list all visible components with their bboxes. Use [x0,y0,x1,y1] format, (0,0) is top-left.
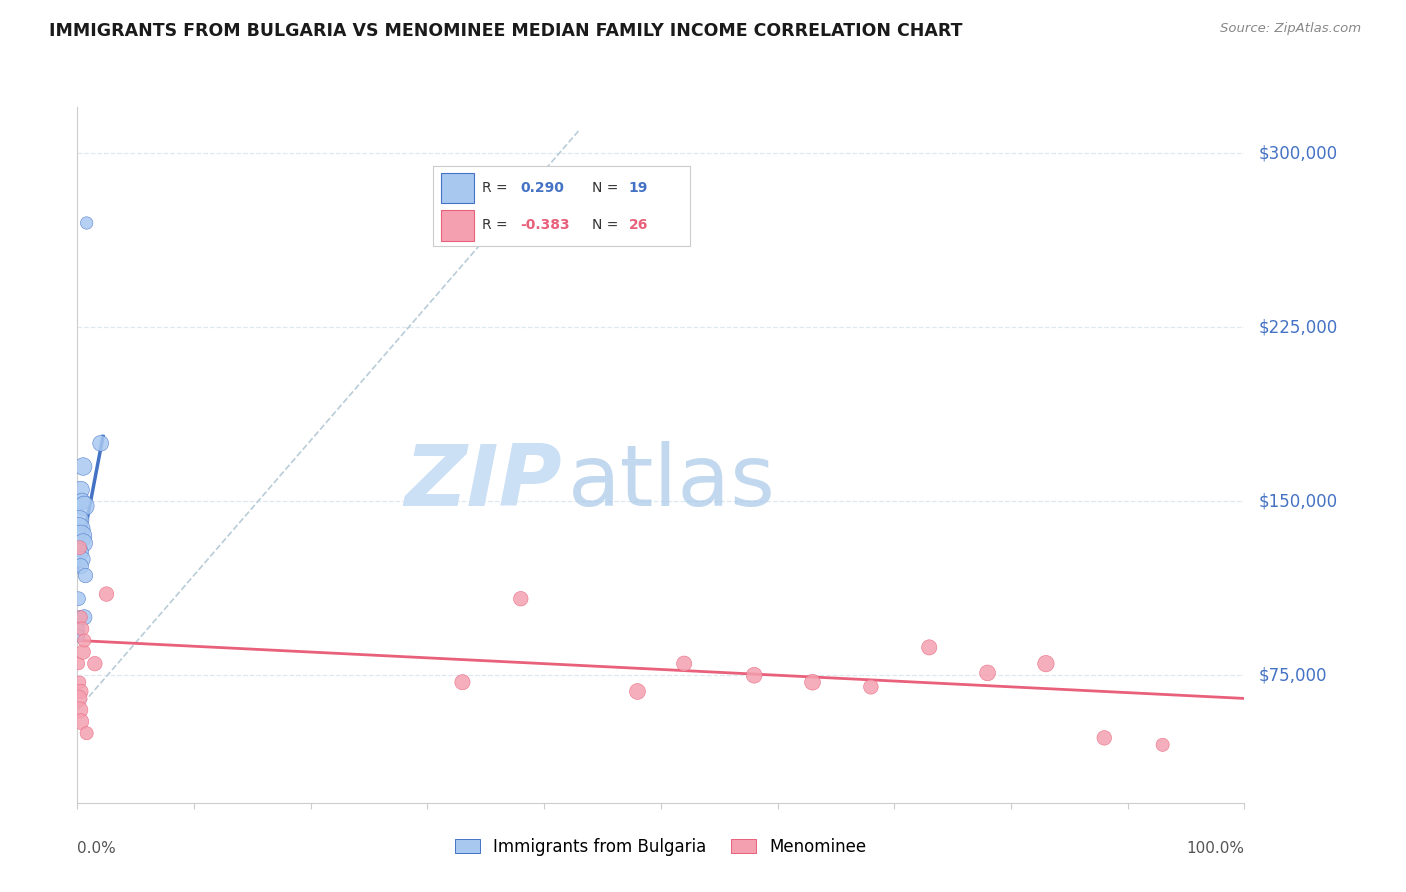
Point [73,610,96,624]
Bar [441,172,474,203]
Point [69,610,91,624]
Text: $75,000: $75,000 [1258,666,1327,684]
Point [626,684,648,698]
Point [70,494,93,508]
Text: 0.290: 0.290 [520,181,564,194]
Point [859,680,882,694]
Point [801,675,824,690]
Point [69,675,91,690]
Point [96,587,118,601]
Point [72,645,94,659]
Text: $300,000: $300,000 [1258,145,1337,162]
Text: Source: ZipAtlas.com: Source: ZipAtlas.com [1220,22,1361,36]
Point [69,714,91,729]
Point [509,591,531,606]
Text: 26: 26 [628,218,648,232]
Text: -0.383: -0.383 [520,218,571,232]
Point [67,691,90,706]
Point [1035,657,1057,671]
Point [67,657,90,671]
Text: 0.0%: 0.0% [77,841,117,856]
Point [76,216,98,230]
Text: 19: 19 [628,181,648,194]
Point [72,536,94,550]
Point [83,657,105,671]
Text: N =: N = [592,218,619,232]
Point [70,622,93,636]
Point [73,499,96,513]
Text: R =: R = [482,181,508,194]
Point [673,657,696,671]
Point [69,541,91,555]
Text: N =: N = [592,181,619,194]
Bar [441,211,474,241]
Point [69,545,91,559]
Legend: Immigrants from Bulgaria, Menominee: Immigrants from Bulgaria, Menominee [447,830,875,864]
Text: 100.0%: 100.0% [1187,841,1244,856]
Point [70,552,93,566]
Point [67,622,90,636]
Point [451,675,474,690]
Point [90,436,112,450]
Text: R =: R = [482,218,508,232]
Point [742,668,765,682]
Point [976,665,998,680]
Text: IMMIGRANTS FROM BULGARIA VS MENOMINEE MEDIAN FAMILY INCOME CORRELATION CHART: IMMIGRANTS FROM BULGARIA VS MENOMINEE ME… [49,22,963,40]
Text: $150,000: $150,000 [1258,492,1337,510]
Point [67,591,90,606]
Point [1152,738,1174,752]
Text: ZIP: ZIP [404,442,561,524]
Point [918,640,941,655]
Point [69,703,91,717]
Point [76,726,98,740]
Point [72,459,94,474]
Point [69,559,91,574]
Point [67,629,90,643]
Point [67,522,90,536]
Text: atlas: atlas [568,442,776,524]
Point [69,529,91,543]
Point [73,633,96,648]
Point [69,483,91,497]
Point [69,684,91,698]
Point [69,610,91,624]
Text: $225,000: $225,000 [1258,318,1337,336]
Point [1092,731,1115,745]
Point [69,513,91,527]
Point [75,568,97,582]
